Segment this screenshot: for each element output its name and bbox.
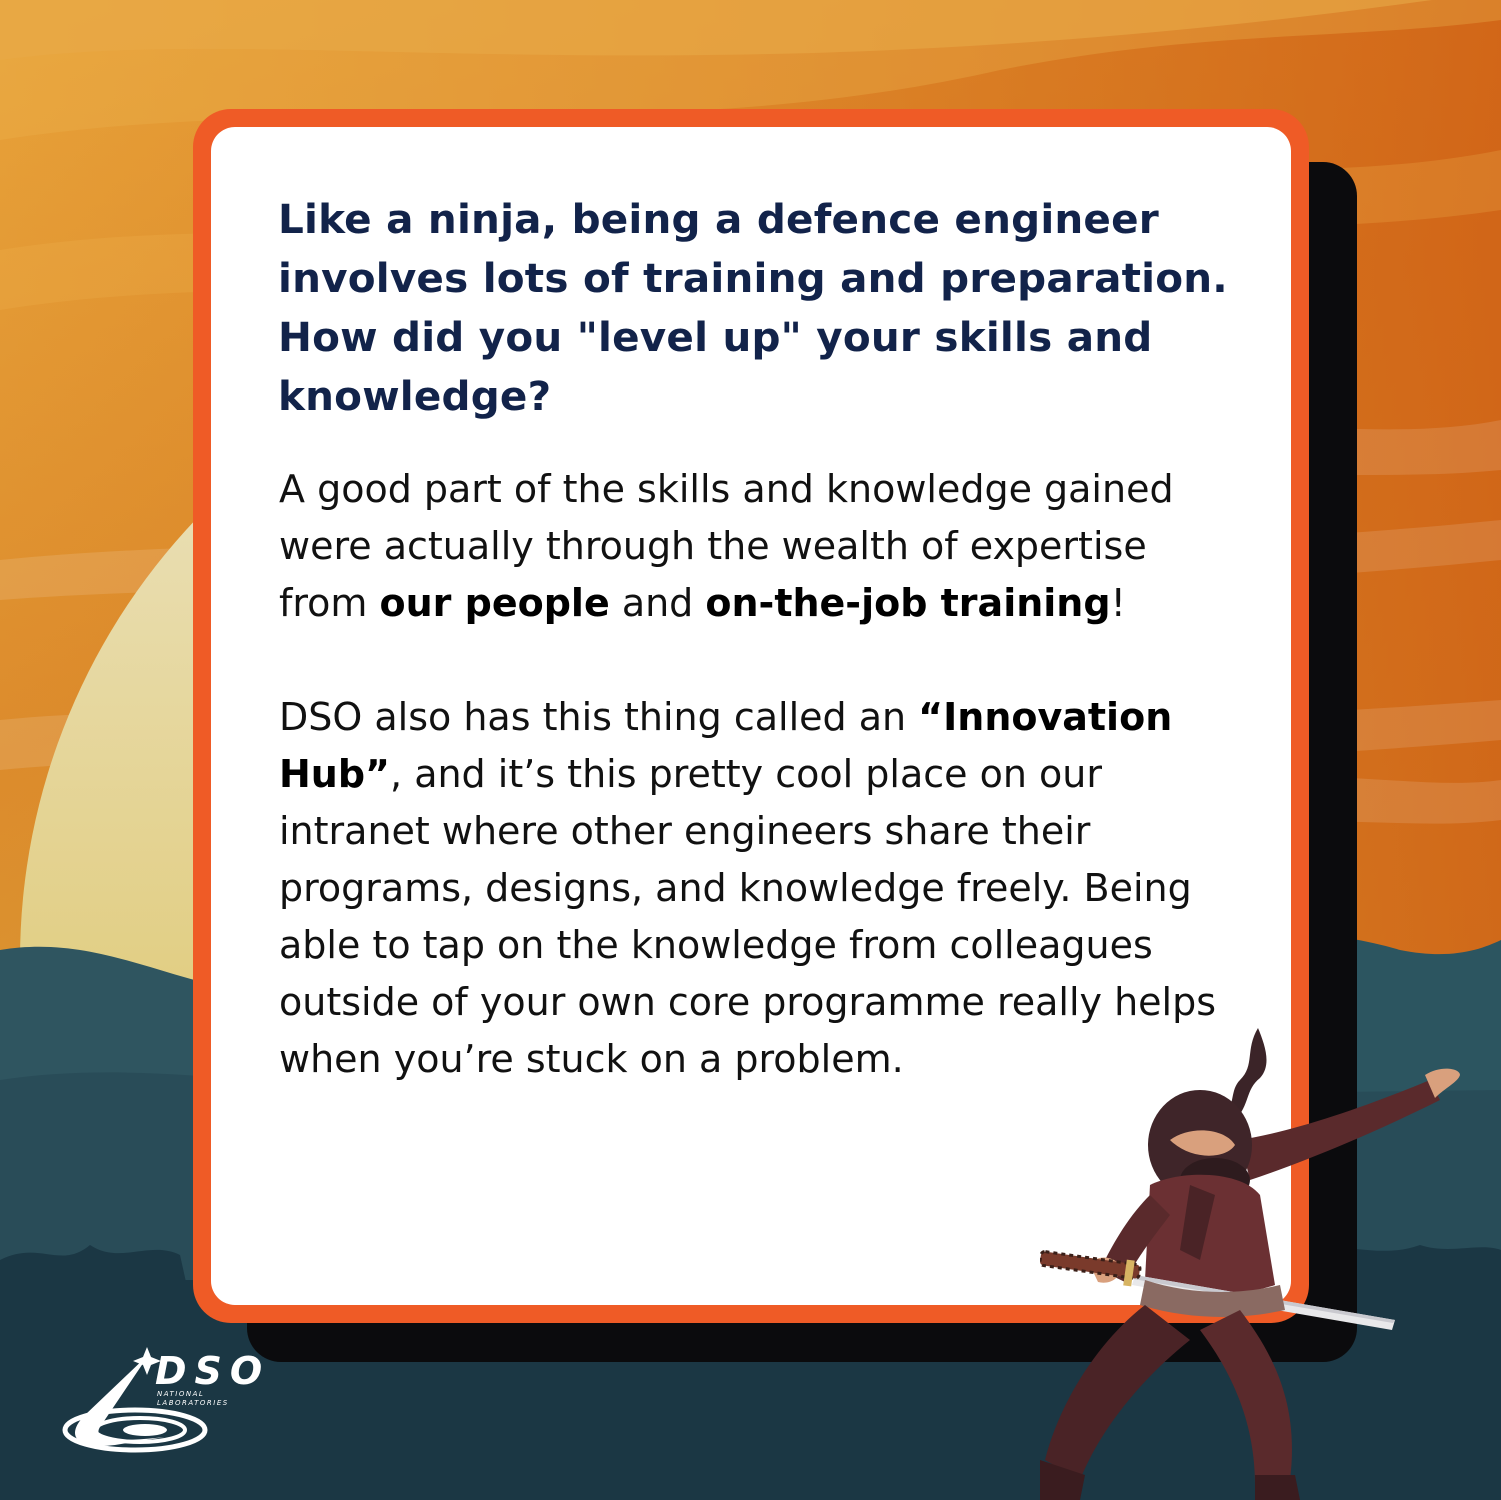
answer-p1-bold-training: on-the-job training [705,581,1111,625]
logo-subtitle: NATIONAL LABORATORIES [157,1390,229,1407]
answer-p2-bold-innovation-hub: “Innovation Hub” [279,695,1173,796]
answer-text: A good part of the skills and knowledge … [279,461,1239,1088]
answer-p1-mid: and [609,581,706,625]
card-inner [211,127,1291,1305]
answer-paragraph-1: A good part of the skills and knowledge … [279,461,1239,632]
logo-wordmark: DSO [155,1349,271,1393]
ninja-illustration [1040,1028,1460,1500]
question-heading: Like a ninja, being a defence engineer i… [278,195,1228,420]
answer-p1-bold-people: our people [379,581,610,625]
answer-p2-rest: , and it’s this pretty cool place on our… [279,752,1217,1081]
content-card [193,109,1309,1323]
answer-p1-end: ! [1110,581,1126,625]
dso-logo-icon [62,1347,208,1453]
answer-p2-intro: DSO also has this thing called an [279,695,919,739]
answer-paragraph-2: DSO also has this thing called an “Innov… [279,689,1239,1088]
answer-p1-intro: A good part of the skills and knowledge … [279,467,1174,625]
